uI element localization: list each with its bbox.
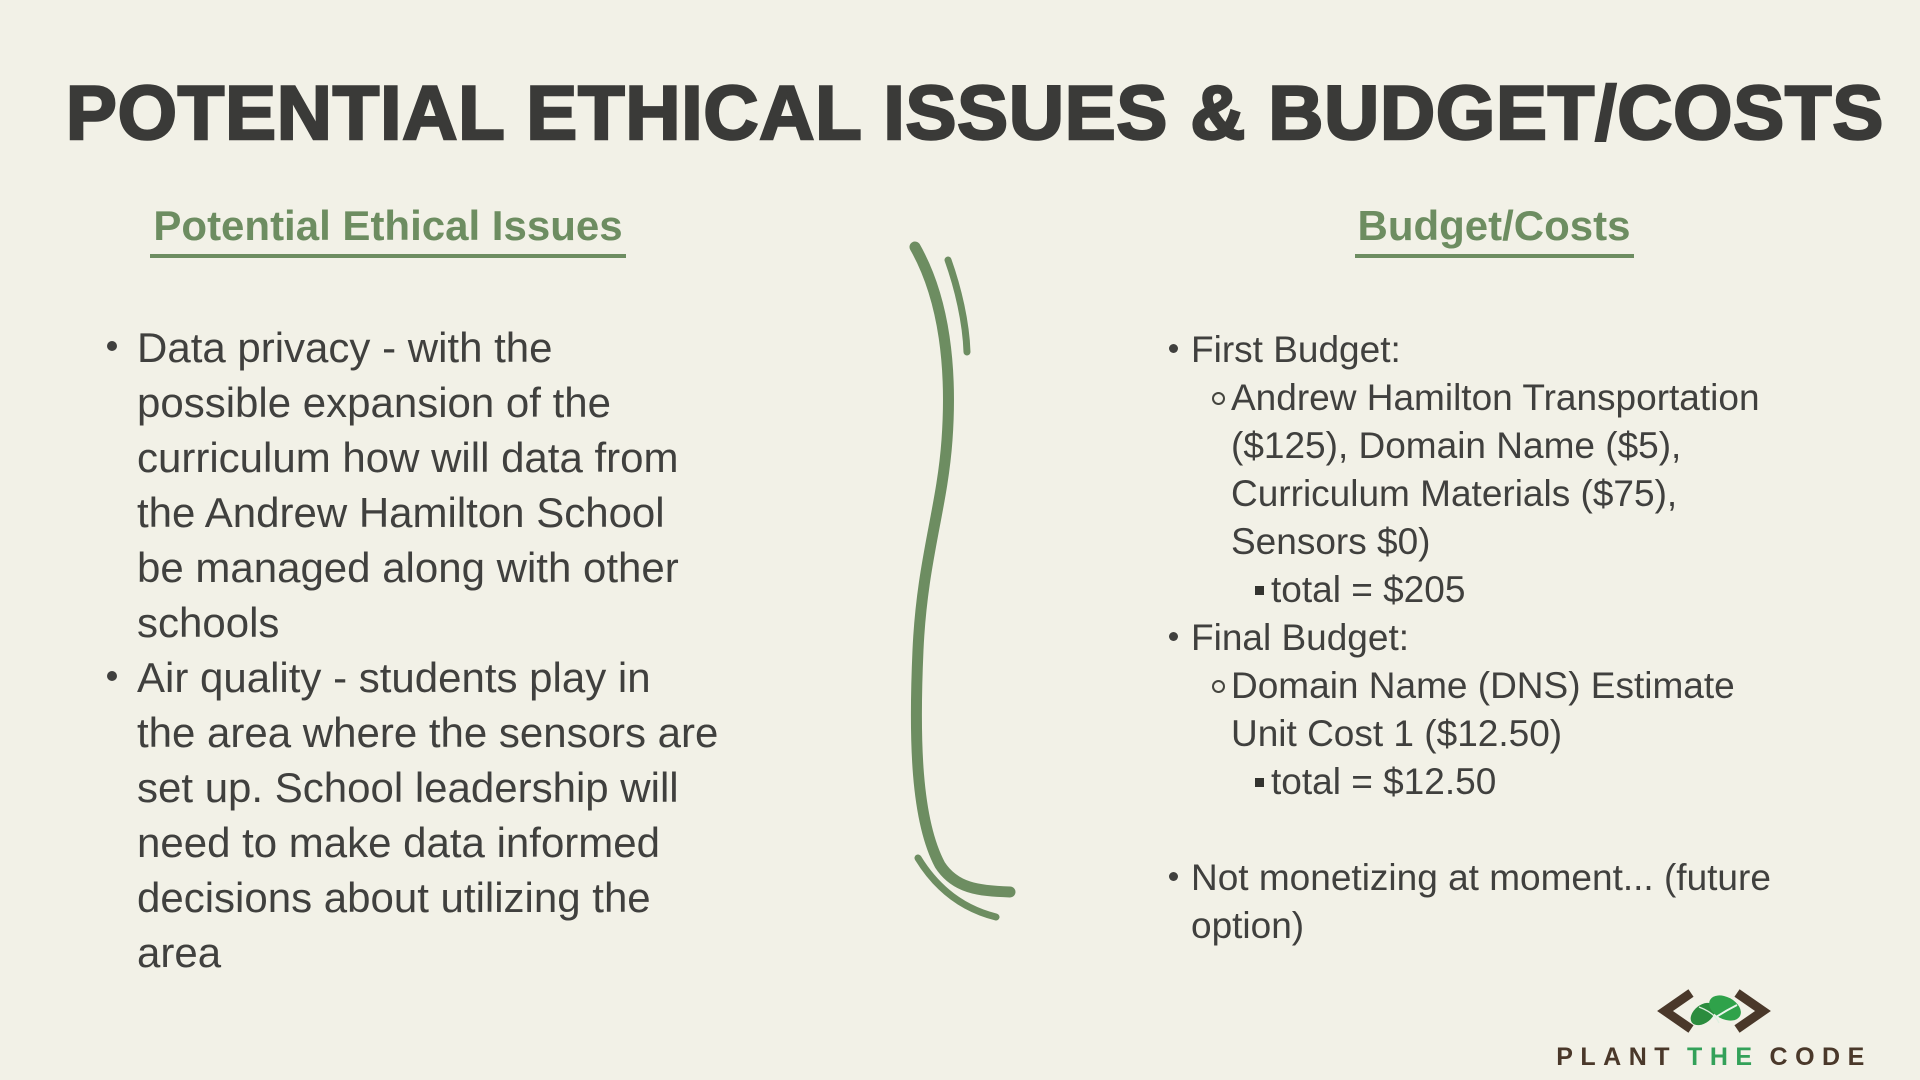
bullet-disc-icon	[1169, 872, 1178, 881]
list-line: Domain Name (DNS) Estimate	[1231, 665, 1735, 706]
list-line: total = $205	[1271, 569, 1466, 610]
list-line: Air quality - students play in	[137, 654, 651, 701]
bullet-square-icon	[1255, 778, 1264, 787]
bullet-square-icon	[1255, 586, 1264, 595]
bullet-disc-icon	[107, 341, 117, 351]
bullet-disc-icon	[1169, 344, 1178, 353]
list-line: Curriculum Materials ($75),	[1231, 473, 1678, 514]
bullet-circle-icon	[1212, 680, 1225, 693]
left-column-heading-text: Potential Ethical Issues	[150, 202, 626, 258]
bullet-disc-icon	[1169, 632, 1178, 641]
list-line: need to make data informed	[137, 819, 660, 866]
list-line: Andrew Hamilton Transportation	[1231, 377, 1760, 418]
ethical-issues-list: Data privacy - with the possible expansio…	[105, 320, 718, 980]
list-line: ($125), Domain Name ($5),	[1231, 425, 1682, 466]
list-line: Sensors $0)	[1231, 521, 1431, 562]
list-line: curriculum how will data from	[137, 434, 679, 481]
bullet-circle-icon	[1212, 392, 1225, 405]
plant-the-code-logo: PLANT THE CODE	[1513, 983, 1915, 1072]
list-line: set up. School leadership will	[137, 764, 679, 811]
list-line: total = $12.50	[1271, 761, 1497, 802]
logo-wordmark: PLANT THE CODE	[1513, 1043, 1915, 1072]
list-item: Air quality - students play in the area w…	[105, 650, 718, 980]
list-item-text: total = $12.50	[1271, 758, 1771, 806]
list-item: Final Budget:	[1167, 614, 1771, 662]
list-line: Not monetizing at moment... (future	[1191, 857, 1771, 898]
list-line: the area where the sensors are	[137, 709, 719, 756]
list-line: area	[137, 929, 222, 976]
logo-word-code: CODE	[1769, 1043, 1872, 1071]
list-item: total = $205	[1167, 566, 1771, 614]
list-line: Final Budget:	[1191, 617, 1410, 658]
budget-list: First Budget: Andrew Hamilton Transportat…	[1167, 326, 1771, 950]
list-item: Data privacy - with the possible expansio…	[105, 320, 718, 650]
list-line: Data privacy - with the	[137, 324, 553, 371]
left-column-heading: Potential Ethical Issues	[118, 202, 658, 258]
slide-title: POTENTIAL ETHICAL ISSUES & BUDGET/COSTS	[65, 70, 1885, 158]
list-item-text: Andrew Hamilton Transportation ($125), Do…	[1231, 374, 1771, 566]
list-item: total = $12.50	[1167, 758, 1771, 806]
logo-word-plant: PLANT	[1556, 1043, 1678, 1071]
list-item-text: Air quality - students play in the area w…	[137, 650, 718, 980]
list-line: Unit Cost 1 ($12.50)	[1231, 713, 1563, 754]
list-item: Domain Name (DNS) Estimate Unit Cost 1 ($…	[1167, 662, 1771, 758]
list-item-text: Domain Name (DNS) Estimate Unit Cost 1 ($…	[1231, 662, 1771, 758]
logo-word-the: THE	[1687, 1043, 1760, 1071]
list-item-text: Data privacy - with the possible expansio…	[137, 320, 718, 650]
list-line: schools	[137, 599, 280, 646]
code-brackets-leaf-icon	[1657, 989, 1771, 1033]
list-item: Not monetizing at moment... (future optio…	[1167, 854, 1771, 950]
list-item-text: Not monetizing at moment... (future optio…	[1191, 854, 1771, 950]
list-item: Andrew Hamilton Transportation ($125), Do…	[1167, 374, 1771, 566]
list-line: decisions about utilizing the	[137, 874, 651, 921]
list-item-text: Final Budget:	[1191, 614, 1771, 662]
right-column-heading: Budget/Costs	[1294, 202, 1694, 258]
bullet-disc-icon	[107, 671, 117, 681]
list-item: First Budget:	[1167, 326, 1771, 374]
list-line: option)	[1191, 905, 1305, 946]
list-line: First Budget:	[1191, 329, 1401, 370]
list-item-text: First Budget:	[1191, 326, 1771, 374]
right-column-heading-text: Budget/Costs	[1354, 202, 1634, 258]
list-line: be managed along with other	[137, 544, 679, 591]
divider-swash-icon	[909, 241, 1016, 921]
list-item-text: total = $205	[1271, 566, 1771, 614]
list-line: possible expansion of the	[137, 379, 611, 426]
list-line: the Andrew Hamilton School	[137, 489, 665, 536]
